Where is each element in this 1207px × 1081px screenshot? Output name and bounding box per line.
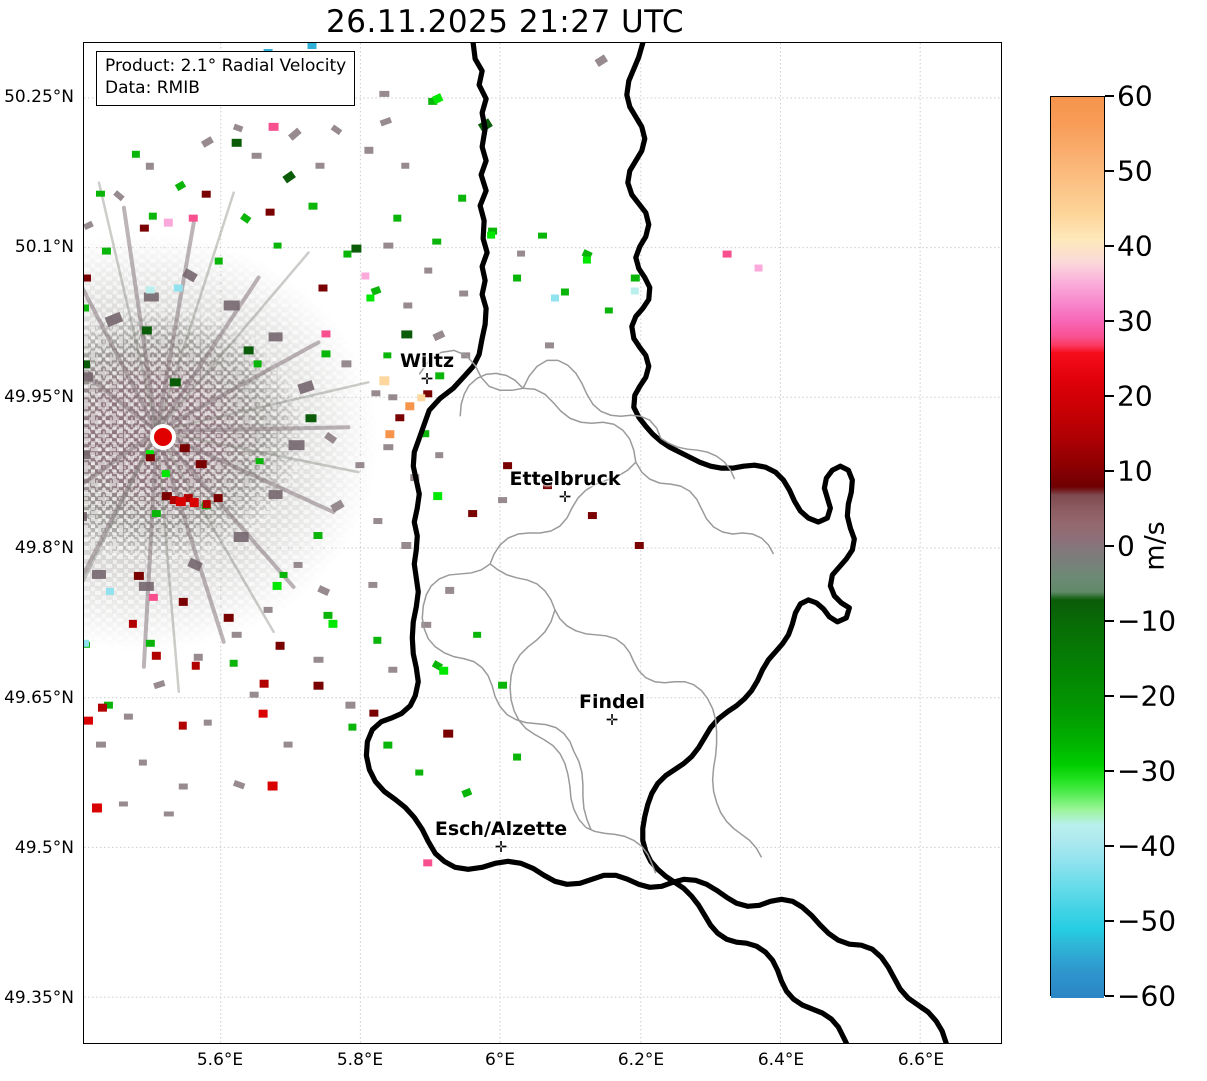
national-border xyxy=(363,43,949,1043)
colorbar-tick xyxy=(1105,320,1114,322)
colorbar-band xyxy=(1051,652,1104,683)
colorbar-band xyxy=(1051,352,1104,383)
colorbar-band xyxy=(1051,967,1104,998)
colorbar-tick xyxy=(1105,395,1114,397)
colorbar-band xyxy=(1051,344,1104,353)
x-tick-label: 6.6°E xyxy=(897,1050,945,1070)
colorbar-band xyxy=(1051,682,1104,713)
colorbar-band xyxy=(1051,839,1104,863)
colorbar-band xyxy=(1051,127,1104,158)
colorbar-band xyxy=(1051,884,1104,908)
y-tick-label: 49.8°N xyxy=(14,538,74,558)
colorbar-band xyxy=(1051,494,1104,511)
colorbar-band xyxy=(1051,157,1104,188)
colorbar-tick-label: −10 xyxy=(1117,604,1177,638)
colorbar-band xyxy=(1051,907,1104,931)
colorbar-tick-label: −50 xyxy=(1117,904,1177,938)
colorbar-tick xyxy=(1105,170,1114,172)
colorbar-tick xyxy=(1105,695,1114,697)
radar-station-dot xyxy=(154,428,172,446)
colorbar-band xyxy=(1051,412,1104,443)
colorbar-band xyxy=(1051,322,1104,338)
internal-boundaries xyxy=(418,349,775,874)
colorbar-band xyxy=(1051,562,1104,578)
colorbar-band xyxy=(1051,97,1104,128)
colorbar-tick-label: 60 xyxy=(1117,79,1153,113)
colorbar-tick xyxy=(1105,620,1114,622)
colorbar-gradient xyxy=(1050,96,1105,998)
colorbar-band xyxy=(1051,599,1104,623)
info-product-line: Product: 2.1° Radial Velocity xyxy=(105,56,347,76)
colorbar-tick xyxy=(1105,770,1114,772)
colorbar-tick-label: −20 xyxy=(1117,679,1177,713)
y-tick-label: 49.5°N xyxy=(14,838,74,858)
y-tick-label: 49.35°N xyxy=(4,988,74,1008)
colorbar-band xyxy=(1051,539,1104,548)
colorbar-band xyxy=(1051,577,1104,593)
colorbar-tick xyxy=(1105,920,1114,922)
colorbar-tick-label: 40 xyxy=(1117,229,1153,263)
colorbar[interactable] xyxy=(1050,96,1105,998)
y-tick-label: 50.1°N xyxy=(14,237,74,257)
colorbar-band xyxy=(1051,794,1104,811)
colorbar-band xyxy=(1051,824,1104,841)
colorbar-band xyxy=(1051,862,1104,886)
colorbar-band xyxy=(1051,764,1104,781)
colorbar-tick-label: 0 xyxy=(1117,529,1135,563)
radar-echo-field xyxy=(84,43,763,867)
colorbar-band xyxy=(1051,382,1104,413)
colorbar-band xyxy=(1051,262,1104,286)
colorbar-tick xyxy=(1105,995,1114,997)
colorbar-band xyxy=(1051,487,1104,496)
national-border-east xyxy=(624,43,857,1043)
x-tick-label: 6.2°E xyxy=(617,1050,665,1070)
colorbar-tick-label: 20 xyxy=(1117,379,1153,413)
colorbar-band xyxy=(1051,239,1104,263)
colorbar-band xyxy=(1051,944,1104,968)
colorbar-tick xyxy=(1105,245,1114,247)
colorbar-band xyxy=(1051,524,1104,541)
y-tick-label: 49.95°N xyxy=(4,387,74,407)
colorbar-band xyxy=(1051,509,1104,526)
colorbar-band xyxy=(1051,547,1104,563)
colorbar-tick-label: −30 xyxy=(1117,754,1177,788)
x-tick-label: 6.4°E xyxy=(757,1050,805,1070)
colorbar-tick-label: 10 xyxy=(1117,454,1153,488)
colorbar-band xyxy=(1051,712,1104,743)
colorbar-band xyxy=(1051,307,1104,323)
colorbar-band xyxy=(1051,779,1104,796)
colorbar-band xyxy=(1051,622,1104,653)
colorbar-unit-label: m/s xyxy=(1139,521,1171,571)
y-tick-label: 49.65°N xyxy=(4,688,74,708)
colorbar-band xyxy=(1051,742,1104,766)
radar-map-plot[interactable] xyxy=(83,42,1002,1044)
colorbar-tick xyxy=(1105,95,1114,97)
colorbar-band xyxy=(1051,809,1104,826)
colorbar-band xyxy=(1051,464,1104,488)
colorbar-tick xyxy=(1105,845,1114,847)
y-tick-label: 50.25°N xyxy=(4,87,74,107)
colorbar-tick xyxy=(1105,545,1114,547)
colorbar-tick-label: 30 xyxy=(1117,304,1153,338)
colorbar-band xyxy=(1051,217,1104,241)
colorbar-tick-label: −60 xyxy=(1117,979,1177,1013)
colorbar-band xyxy=(1051,284,1104,308)
colorbar-band xyxy=(1051,337,1104,346)
colorbar-band xyxy=(1051,187,1104,218)
info-data-line: Data: RMIB xyxy=(105,77,200,98)
colorbar-band xyxy=(1051,929,1104,946)
colorbar-band xyxy=(1051,592,1104,601)
product-info-box: Product: 2.1° Radial Velocity Data: RMIB xyxy=(96,51,356,106)
colorbar-tick-label: −40 xyxy=(1117,829,1177,863)
colorbar-tick xyxy=(1105,470,1114,472)
colorbar-band xyxy=(1051,442,1104,466)
x-tick-label: 5.6°E xyxy=(196,1050,244,1070)
colorbar-tick-label: 50 xyxy=(1117,154,1153,188)
page-title: 26.11.2025 21:27 UTC xyxy=(326,4,684,40)
x-tick-label: 5.8°E xyxy=(336,1050,384,1070)
x-tick-label: 6°E xyxy=(484,1050,516,1070)
